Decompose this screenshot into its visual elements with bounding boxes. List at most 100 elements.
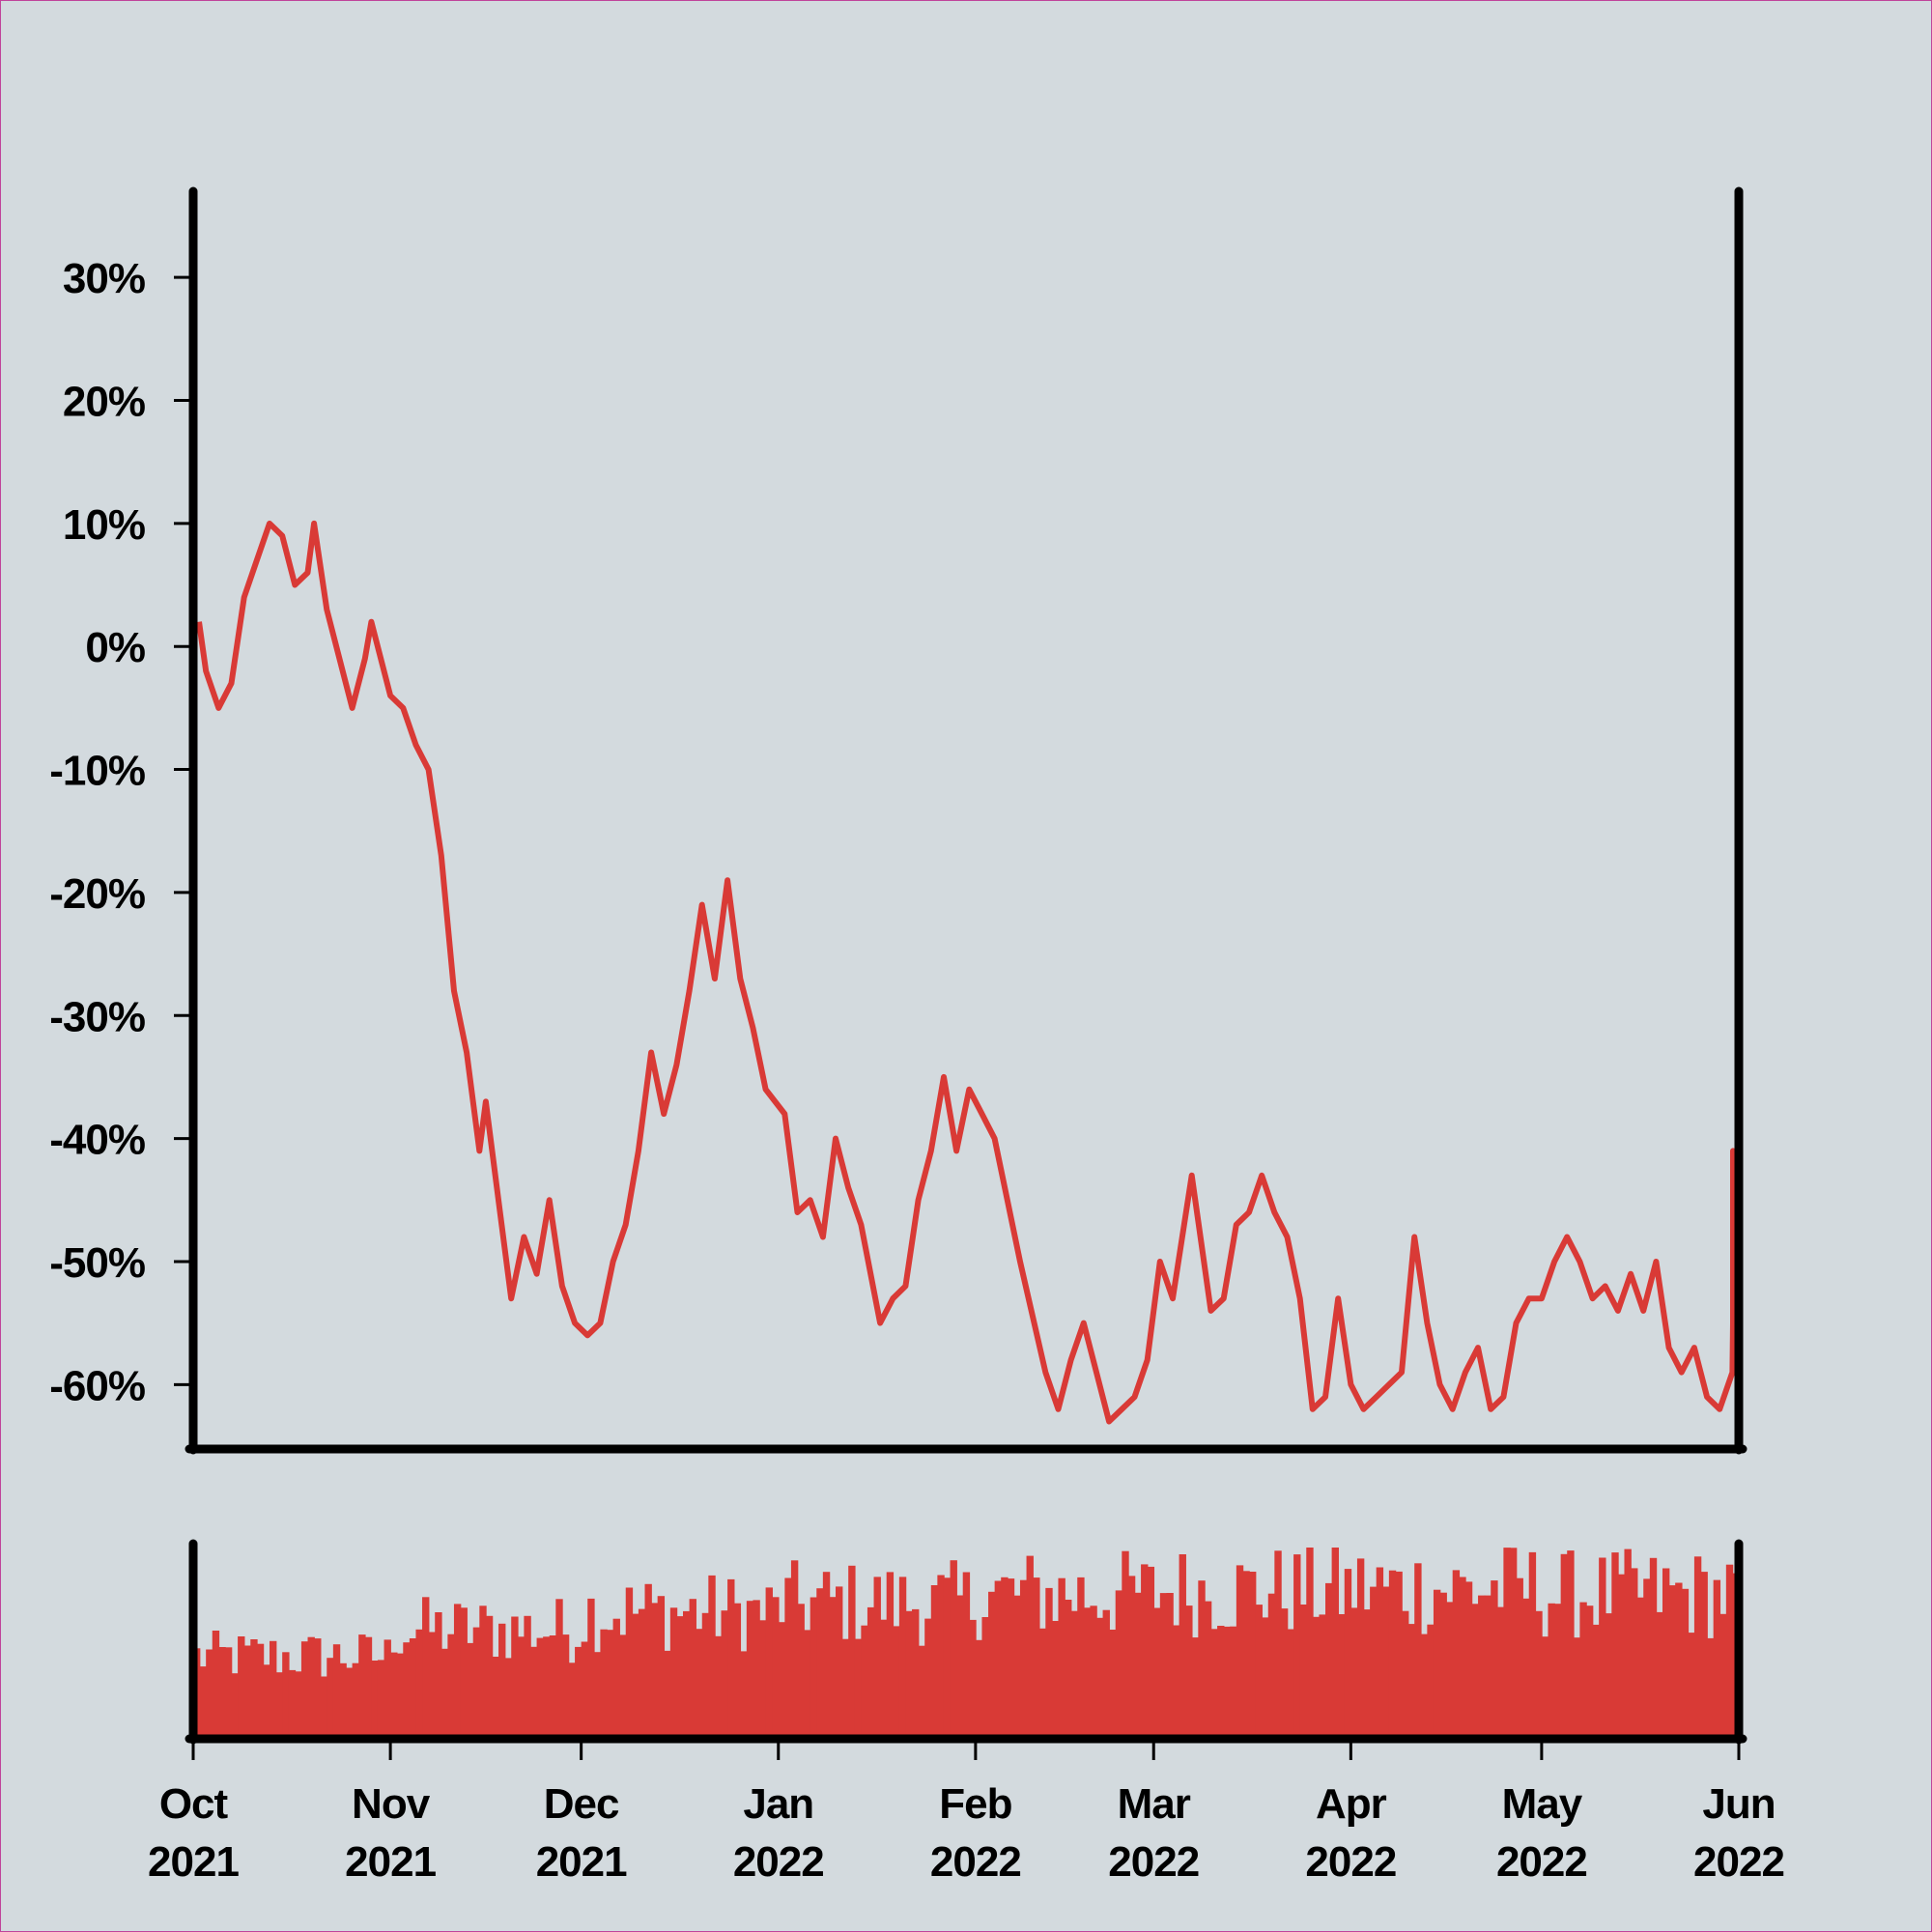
x-tick-label-year: 2021	[148, 1838, 239, 1886]
volume-bar	[816, 1588, 824, 1736]
volume-bar	[810, 1597, 818, 1736]
volume-bar	[1376, 1567, 1384, 1736]
volume-bar	[950, 1560, 957, 1736]
volume-bar	[511, 1616, 519, 1736]
volume-bar	[327, 1658, 334, 1736]
volume-bar	[1407, 1624, 1415, 1736]
volume-bar	[460, 1607, 468, 1736]
volume-bar	[1147, 1566, 1155, 1736]
volume-bar	[581, 1641, 589, 1736]
x-tick-label-month: Feb	[939, 1780, 1011, 1828]
volume-bar	[1503, 1548, 1511, 1736]
volume-bar	[435, 1612, 442, 1736]
volume-bar	[1102, 1609, 1110, 1736]
x-tick-label-year: 2021	[536, 1838, 627, 1886]
volume-bar	[529, 1646, 538, 1736]
volume-bar	[753, 1600, 760, 1736]
volume-bar	[1299, 1605, 1308, 1736]
y-tick-label: 20%	[63, 379, 145, 426]
volume-bar	[212, 1631, 220, 1736]
y-tick-label: -20%	[49, 870, 145, 918]
volume-bar	[880, 1619, 888, 1736]
volume-bar	[651, 1603, 659, 1736]
volume-bar	[1019, 1579, 1028, 1736]
volume-bar	[893, 1626, 900, 1736]
volume-bar	[1427, 1624, 1435, 1736]
volume-bar	[1617, 1574, 1626, 1736]
volume-bar	[1236, 1565, 1244, 1736]
volume-bar	[1675, 1582, 1683, 1736]
volume-bar	[549, 1635, 557, 1736]
volume-bar	[1585, 1605, 1594, 1736]
volume-bar	[1420, 1634, 1429, 1736]
volume-bar	[238, 1636, 245, 1736]
volume-bar	[199, 1666, 207, 1736]
volume-bar	[969, 1619, 977, 1736]
volume-bar	[1045, 1587, 1053, 1736]
volume-bar	[664, 1650, 671, 1736]
volume-bar	[250, 1639, 258, 1736]
volume-bar	[593, 1652, 602, 1736]
volume-bar	[288, 1669, 297, 1736]
volume-bar	[746, 1601, 754, 1736]
volume-bar	[898, 1577, 907, 1736]
volume-bar	[587, 1598, 595, 1736]
volume-bar	[218, 1647, 226, 1736]
volume-bar	[1592, 1624, 1600, 1736]
volume-bar	[1509, 1548, 1518, 1736]
volume-bar	[1223, 1626, 1232, 1736]
volume-bar	[644, 1583, 652, 1736]
volume-bar	[1395, 1571, 1403, 1736]
volume-bar	[1166, 1593, 1174, 1736]
y-tick-label: 10%	[63, 501, 145, 549]
x-tick-label-year: 2022	[930, 1838, 1021, 1886]
volume-bar	[1402, 1610, 1409, 1736]
volume-bar	[1293, 1554, 1301, 1736]
volume-bar	[1312, 1616, 1321, 1736]
volume-bar	[1439, 1592, 1447, 1736]
volume-bar	[352, 1662, 359, 1736]
volume-bar	[778, 1622, 786, 1736]
volume-bar	[1344, 1569, 1352, 1736]
volume-bar	[1172, 1625, 1180, 1736]
volume-bar	[1681, 1588, 1690, 1736]
volume-bar	[638, 1608, 646, 1736]
volume-bar	[492, 1657, 499, 1736]
volume-bar	[295, 1671, 302, 1736]
x-tick-label-year: 2022	[1305, 1838, 1396, 1886]
volume-bar	[243, 1645, 252, 1736]
volume-bar	[409, 1638, 417, 1736]
volume-bar	[1707, 1637, 1715, 1736]
volume-bar	[1370, 1586, 1378, 1736]
volume-bar	[1388, 1570, 1397, 1736]
volume-bar	[772, 1597, 780, 1736]
volume-bar	[1179, 1554, 1186, 1736]
volume-bar	[733, 1603, 742, 1736]
volume-bar	[282, 1652, 290, 1736]
volume-bar	[1134, 1592, 1142, 1736]
volume-bar	[600, 1629, 608, 1736]
volume-bar	[708, 1575, 716, 1736]
volume-bar	[1204, 1601, 1212, 1736]
volume-bar	[1242, 1571, 1250, 1736]
volume-bar	[1573, 1637, 1581, 1736]
volume-bar	[657, 1596, 666, 1736]
volume-bar	[689, 1599, 696, 1736]
y-axis-ticks: 30% 20% 10% 0% -10% -20% -30% -40% -50% -60%	[49, 255, 193, 1409]
volume-bar	[937, 1575, 945, 1736]
volume-bar	[841, 1638, 849, 1736]
volume-bar	[1382, 1586, 1390, 1736]
volume-bar	[1083, 1607, 1092, 1736]
volume-bar	[1185, 1605, 1193, 1736]
volume-bar	[1198, 1580, 1206, 1736]
volume-bar	[415, 1629, 423, 1736]
volume-bar	[428, 1632, 436, 1736]
volume-bar	[1433, 1589, 1441, 1736]
volume-bar	[517, 1636, 526, 1736]
volume-bar	[797, 1604, 805, 1736]
x-tick-label-month: Oct	[159, 1780, 229, 1828]
volume-bar	[1350, 1607, 1358, 1736]
volume-bar	[1122, 1550, 1129, 1736]
volume-bar	[1090, 1605, 1097, 1736]
